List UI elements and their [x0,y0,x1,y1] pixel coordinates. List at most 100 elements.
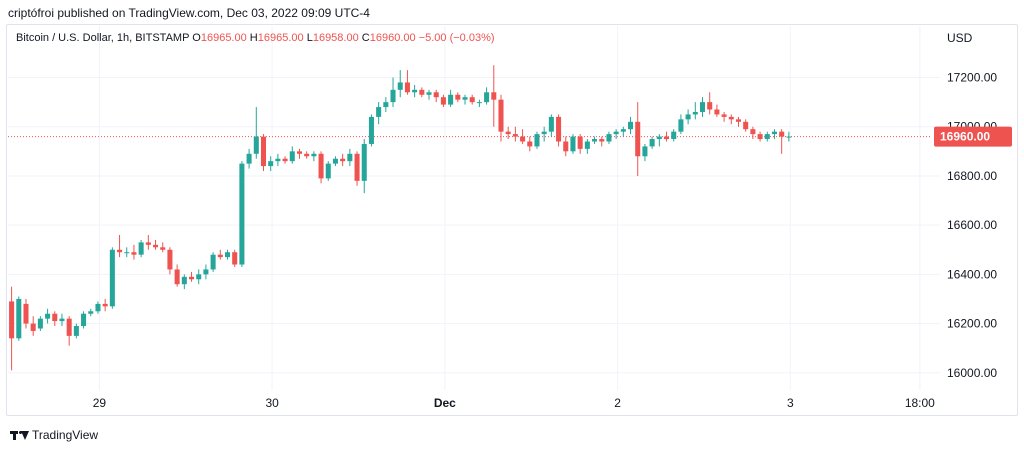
candle [699,97,706,117]
candle [412,84,418,98]
candle-body [779,131,785,137]
candle [275,153,281,167]
candle-body [541,131,547,135]
candle [779,129,785,154]
candle [628,116,634,135]
y-tick-label: 16800.00 [947,169,997,183]
candle-body [642,146,648,157]
legend-open-label: O [192,32,201,44]
candle [138,239,144,258]
candle [599,136,605,147]
candle-body [376,107,382,117]
candle [735,116,742,127]
candle [37,316,43,331]
candle [268,156,274,172]
candle [440,94,446,108]
candle [584,139,590,154]
candle-body [181,276,187,285]
candle [390,77,396,108]
candle-body [656,136,662,140]
candle-body [743,121,749,130]
candle [332,156,338,167]
candle-body [224,252,231,258]
candle-body [556,116,562,142]
candle [671,129,677,142]
candle-body [649,139,655,147]
candle-body [613,131,619,135]
candle-body [167,249,173,270]
x-axis[interactable]: 29 30 Dec 2 3 18:00 [93,396,935,410]
candle-body [707,102,713,110]
candle-body [73,326,79,336]
candle [131,244,137,260]
candle [476,99,482,108]
candle-body [390,89,396,103]
candle-body [66,318,72,336]
candle [656,134,662,147]
x-tick-label: 18:00 [905,396,935,410]
legend-change: −5.00 (−0.03%) [418,32,495,44]
candle [498,94,504,142]
candle-body [448,94,454,105]
candle-body [628,121,634,130]
candle-body [685,114,691,120]
candle [556,114,562,147]
candle-layer [9,65,792,371]
candlestick-chart[interactable]: 16000.00 16200.00 16400.00 16600.00 16800.00… [0,0,1024,420]
candle-body [764,134,770,140]
y-tick-label: 16200.00 [947,317,997,331]
candle-body [275,158,281,162]
candle [325,161,331,181]
candle [771,129,777,140]
candle-body [750,129,756,135]
legend-high: 16965.00 [257,32,304,44]
candle [45,308,51,324]
candle-body [347,153,353,162]
candle-body [599,139,605,142]
candle-body [174,269,180,285]
candle [786,131,792,142]
candle [764,131,770,142]
candle [635,102,641,176]
candle [527,136,533,152]
candle-body [45,313,51,319]
candle-body [260,136,267,167]
candle-body [59,318,65,322]
candle [160,242,166,253]
candle [239,161,245,267]
candle-body [203,269,209,275]
currency-label: USD [947,31,973,45]
candle [354,151,360,186]
candle [563,136,569,157]
candle-body [404,82,410,93]
candle-body [325,163,331,179]
candle [117,234,123,258]
candle-body [354,153,360,181]
candle-body [109,249,115,307]
candle-body [160,247,166,250]
candle [692,102,698,120]
candle [512,126,518,142]
y-axis[interactable]: 16000.00 16200.00 16400.00 16600.00 16800.00… [947,71,997,380]
candle [663,131,670,142]
candle [750,126,756,140]
candle-body [476,102,482,104]
y-tick-label: 16400.00 [947,267,997,281]
footer-brand[interactable]: TradingView [10,428,98,442]
candle [16,296,22,341]
candle-body [484,92,490,103]
candle [289,146,295,164]
candle [541,126,547,142]
candle-body [23,303,29,324]
candle [426,89,432,100]
candle-body [757,134,763,140]
candle-body [440,97,446,105]
candle-body [145,242,151,245]
y-tick-label: 16600.00 [947,218,997,232]
chart-legend: Bitcoin / U.S. Dollar, 1h, BITSTAMP O169… [16,32,495,44]
candle-body [498,99,504,132]
candle [721,111,727,122]
candle-body [462,97,468,100]
candle [174,264,180,287]
candle-body [512,134,518,137]
